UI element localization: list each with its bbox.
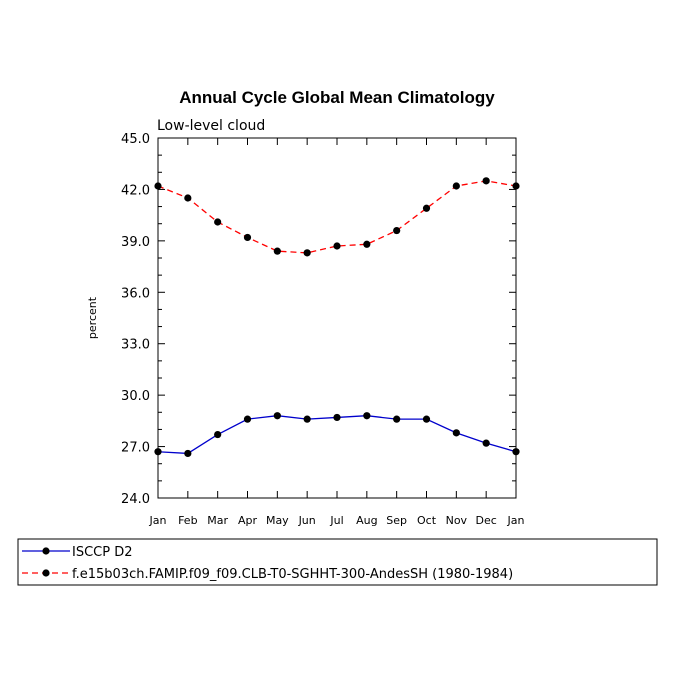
y-tick-label: 27.0: [121, 441, 150, 456]
legend-label-1: f.e15b03ch.FAMIP.f09_f09.CLB-T0-SGHHT-30…: [72, 567, 513, 582]
series-layer: [154, 177, 520, 458]
x-tick-label: Mar: [207, 514, 228, 527]
y-tick-label: 36.0: [121, 286, 150, 301]
series-1-point: [184, 194, 192, 202]
axes: 24.0 27.0 30.0 33.0 36.0 39.0 42.0 45.0 Jan Feb Ma…: [121, 132, 524, 527]
series-1-point: [363, 240, 371, 248]
series-line-0: [157, 415, 517, 455]
y-tick-label: 33.0: [121, 338, 150, 353]
series-0-point: [184, 449, 192, 458]
y-axis-label: percent: [86, 296, 99, 339]
legend: ISCCP D2 f.e15b03ch.FAMIP.f09_f09.CLB-T0-…: [22, 545, 513, 582]
series-0-point: [154, 448, 162, 456]
x-tick-label: Jan: [507, 514, 525, 527]
series-0-point: [512, 448, 520, 456]
series-0-point: [303, 415, 311, 423]
series-0-point: [333, 413, 341, 422]
y-tick-label: 39.0: [121, 235, 150, 250]
legend-label-0: ISCCP D2: [72, 545, 133, 560]
series-0-point: [482, 439, 490, 447]
y-tick-label: 45.0: [121, 132, 150, 147]
x-tick-label: Sep: [386, 514, 407, 527]
series-1-point: [393, 226, 401, 235]
x-tick-label: Aug: [356, 514, 377, 527]
series-line-1: [157, 180, 517, 254]
series-1-point: [273, 247, 281, 255]
x-tick-label: Nov: [446, 514, 468, 527]
series-1-point: [243, 233, 252, 242]
x-tick-label: Jul: [329, 514, 343, 527]
series-1-point: [154, 182, 162, 190]
chart-title: Annual Cycle Global Mean Climatology: [179, 88, 495, 107]
series-1-point: [512, 182, 520, 190]
x-tick-label: Oct: [417, 514, 437, 527]
series-1-point: [482, 177, 490, 185]
x-tick-label: Dec: [476, 514, 497, 527]
x-tick-label: Apr: [238, 514, 258, 527]
y-tick-label: 42.0: [121, 183, 150, 198]
legend-marker-1: [42, 569, 50, 577]
series-1-point: [214, 218, 222, 226]
series-0-point: [452, 429, 460, 437]
plot-frame: [157, 137, 517, 499]
series-0-point: [214, 430, 222, 439]
series-0-point: [363, 412, 371, 420]
series-0-point: [273, 412, 281, 420]
series-0-point: [243, 415, 252, 423]
x-tick-label: Feb: [178, 514, 197, 527]
x-tick-label: Jun: [298, 514, 316, 527]
y-tick-label: 30.0: [121, 389, 150, 404]
series-1-point: [422, 204, 431, 212]
x-tick-label: May: [266, 514, 289, 527]
chart-subtitle: Low-level cloud: [157, 118, 265, 134]
x-tick-label: Jan: [149, 514, 167, 527]
series-1-point: [303, 249, 311, 257]
series-1-point: [333, 242, 341, 250]
legend-box: [17, 538, 658, 586]
series-0-point: [422, 415, 431, 423]
series-1-point: [452, 182, 460, 190]
series-0-point: [393, 415, 401, 423]
y-tick-label: 24.0: [121, 492, 150, 507]
legend-marker-0: [42, 547, 50, 555]
